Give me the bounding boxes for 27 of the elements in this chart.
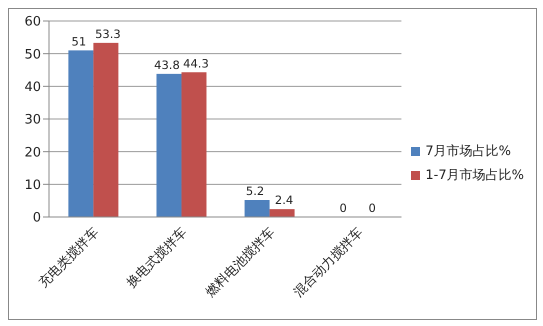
bar — [93, 42, 118, 217]
y-tick-label: 40 — [24, 80, 41, 95]
bar — [181, 72, 206, 217]
bar — [270, 209, 295, 217]
bar — [244, 200, 270, 217]
x-tick-label: 充电类搅拌车 — [36, 225, 102, 291]
data-label: 0 — [368, 201, 376, 215]
data-label: 44.3 — [183, 56, 209, 70]
x-tick-label: 燃料电池搅拌车 — [203, 225, 278, 300]
legend-label: 7月市场占比% — [425, 143, 512, 160]
y-tick-label: 60 — [24, 14, 41, 30]
data-label: 53.3 — [95, 26, 121, 41]
bar — [68, 50, 94, 217]
legend-label: 1-7月市场占比% — [425, 167, 524, 184]
y-tick-label: 0 — [32, 210, 41, 226]
x-tick-label: 换电式搅拌车 — [124, 225, 190, 291]
y-tick-label: 30 — [24, 112, 41, 128]
data-label: 43.8 — [154, 58, 180, 72]
x-tick-label: 混合动力搅拌车 — [291, 225, 366, 300]
y-tick-label: 20 — [24, 145, 41, 160]
data-label: 51 — [72, 34, 86, 48]
y-tick-label: 10 — [24, 178, 41, 193]
data-label: 5.2 — [246, 184, 264, 198]
bar — [156, 74, 182, 217]
y-tick-label: 50 — [24, 47, 41, 62]
data-label: 0 — [340, 201, 347, 215]
data-label: 2.4 — [274, 193, 294, 208]
